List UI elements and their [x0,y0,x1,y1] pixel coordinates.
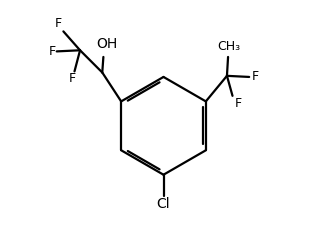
Text: F: F [251,70,259,83]
Text: F: F [68,72,76,86]
Text: OH: OH [96,37,117,51]
Text: CH₃: CH₃ [217,40,241,52]
Text: F: F [235,97,242,110]
Text: Cl: Cl [157,197,170,211]
Text: F: F [48,45,56,58]
Text: F: F [55,17,62,30]
